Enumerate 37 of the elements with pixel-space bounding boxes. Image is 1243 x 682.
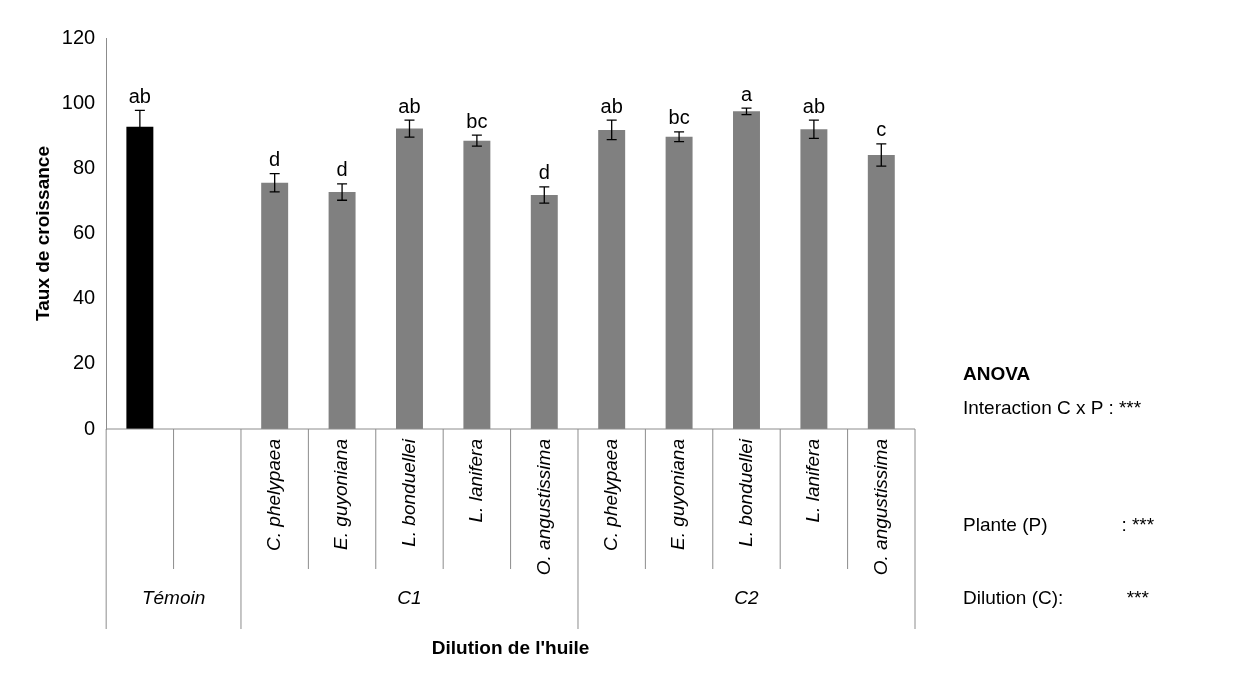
data-label: a: [740, 82, 753, 105]
y-axis-title: Taux de croissance: [31, 146, 53, 321]
text: Interaction C x P : ***: [963, 397, 1142, 419]
y-tick-label: 60: [72, 221, 96, 244]
x-tick-label: L. bonduellei: [397, 438, 419, 547]
y-tick-label: 0: [84, 416, 96, 439]
data-label: bc: [466, 109, 488, 132]
data-label: d: [336, 158, 348, 181]
x-tick-label: L. lanifera: [802, 439, 824, 523]
x-tick-label: O. angustissima: [869, 439, 891, 576]
text: C2: [734, 587, 760, 609]
y-tick-label: 120: [61, 25, 96, 48]
x-tick-label: E. guyoniana: [667, 439, 689, 550]
data-label: ab: [398, 94, 421, 117]
data-label: bc: [668, 106, 690, 129]
y-tick-label: 80: [72, 155, 96, 178]
data-label: ab: [600, 94, 623, 117]
data-label: ab: [802, 94, 826, 117]
text: Dilution (C): ***: [963, 587, 1150, 609]
data-label: c: [876, 118, 887, 141]
text: C1: [397, 587, 422, 609]
y-tick-label: 100: [61, 90, 96, 113]
x-tick-label: L. lanifera: [465, 439, 487, 523]
text: Plante (P) : ***: [963, 514, 1155, 536]
data-label: d: [269, 148, 281, 171]
x-tick-label: C. phelypaea: [599, 439, 621, 551]
x-tick-label: O. angustissima: [532, 439, 554, 576]
text: Témoin: [141, 587, 206, 609]
data-label: d: [538, 161, 550, 184]
x-tick-label: L. bonduellei: [734, 438, 756, 547]
x-axis-title: Dilution de l'huile: [431, 636, 590, 658]
x-tick-label: E. guyoniana: [330, 439, 352, 550]
x-tick-label: C. phelypaea: [262, 439, 284, 551]
text: ANOVA: [963, 363, 1031, 385]
data-label: ab: [128, 84, 151, 107]
y-tick-label: 20: [72, 351, 96, 374]
y-tick-label: 40: [72, 286, 96, 309]
